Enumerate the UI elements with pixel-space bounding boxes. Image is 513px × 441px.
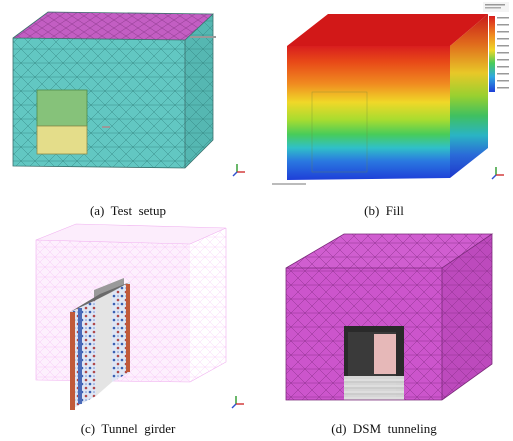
panel-d-dsm-tunneling xyxy=(256,222,513,417)
color-legend xyxy=(483,2,509,92)
panel-c-tunnel-girder xyxy=(0,222,256,417)
axis-triad-icon xyxy=(231,396,244,409)
panel-a-test-setup xyxy=(0,0,256,200)
panel-b-fill xyxy=(256,0,513,200)
tunnel-girder-model xyxy=(35,223,244,410)
caption-b: (b) Fill xyxy=(364,203,404,218)
fill-contour-cube xyxy=(272,2,509,185)
dsm-tunneling-mesh xyxy=(285,233,494,401)
test-setup-mesh-cube xyxy=(12,11,245,177)
axis-triad-icon xyxy=(232,164,245,177)
caption-d: (d) DSM tunneling xyxy=(331,421,437,436)
caption-c: (c) Tunnel girder xyxy=(80,421,176,436)
axis-triad-icon xyxy=(491,167,504,180)
caption-a: (a) Test setup xyxy=(89,203,167,218)
